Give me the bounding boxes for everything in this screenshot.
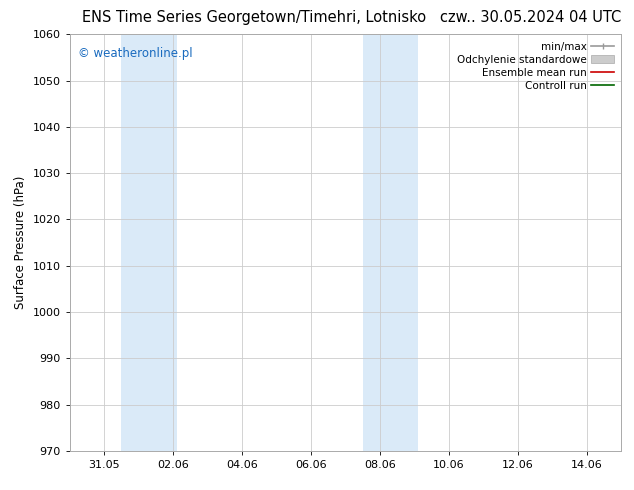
Bar [122,34,177,451]
Text: © weatheronline.pl: © weatheronline.pl [78,47,193,60]
Y-axis label: Surface Pressure (hPa): Surface Pressure (hPa) [14,176,27,309]
Legend: min/max, Odchylenie standardowe, Ensemble mean run, Controll run: min/max, Odchylenie standardowe, Ensembl… [455,40,616,93]
Text: ENS Time Series Georgetown/Timehri, Lotnisko: ENS Time Series Georgetown/Timehri, Lotn… [82,10,427,24]
Bar [363,34,418,451]
Text: czw.. 30.05.2024 04 UTC: czw.. 30.05.2024 04 UTC [440,10,621,24]
